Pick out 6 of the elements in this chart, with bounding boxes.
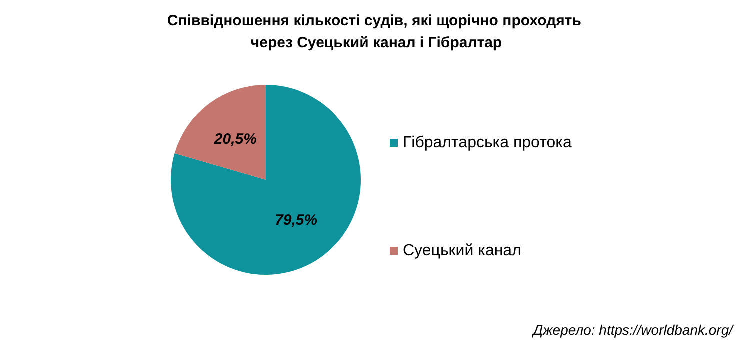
chart-title: Співвідношення кількості судів, які щорічно проходять через Суецький канал і Гібралтар — [167, 12, 586, 52]
data-label: 20,5% — [213, 131, 257, 148]
text: Джерело: https://worldbank.org/ — [531, 322, 736, 338]
legend-label: Гібралтарська протока — [403, 134, 572, 152]
data-label: 79,5% — [275, 212, 318, 229]
legend-label: Суецький канал — [403, 242, 522, 260]
